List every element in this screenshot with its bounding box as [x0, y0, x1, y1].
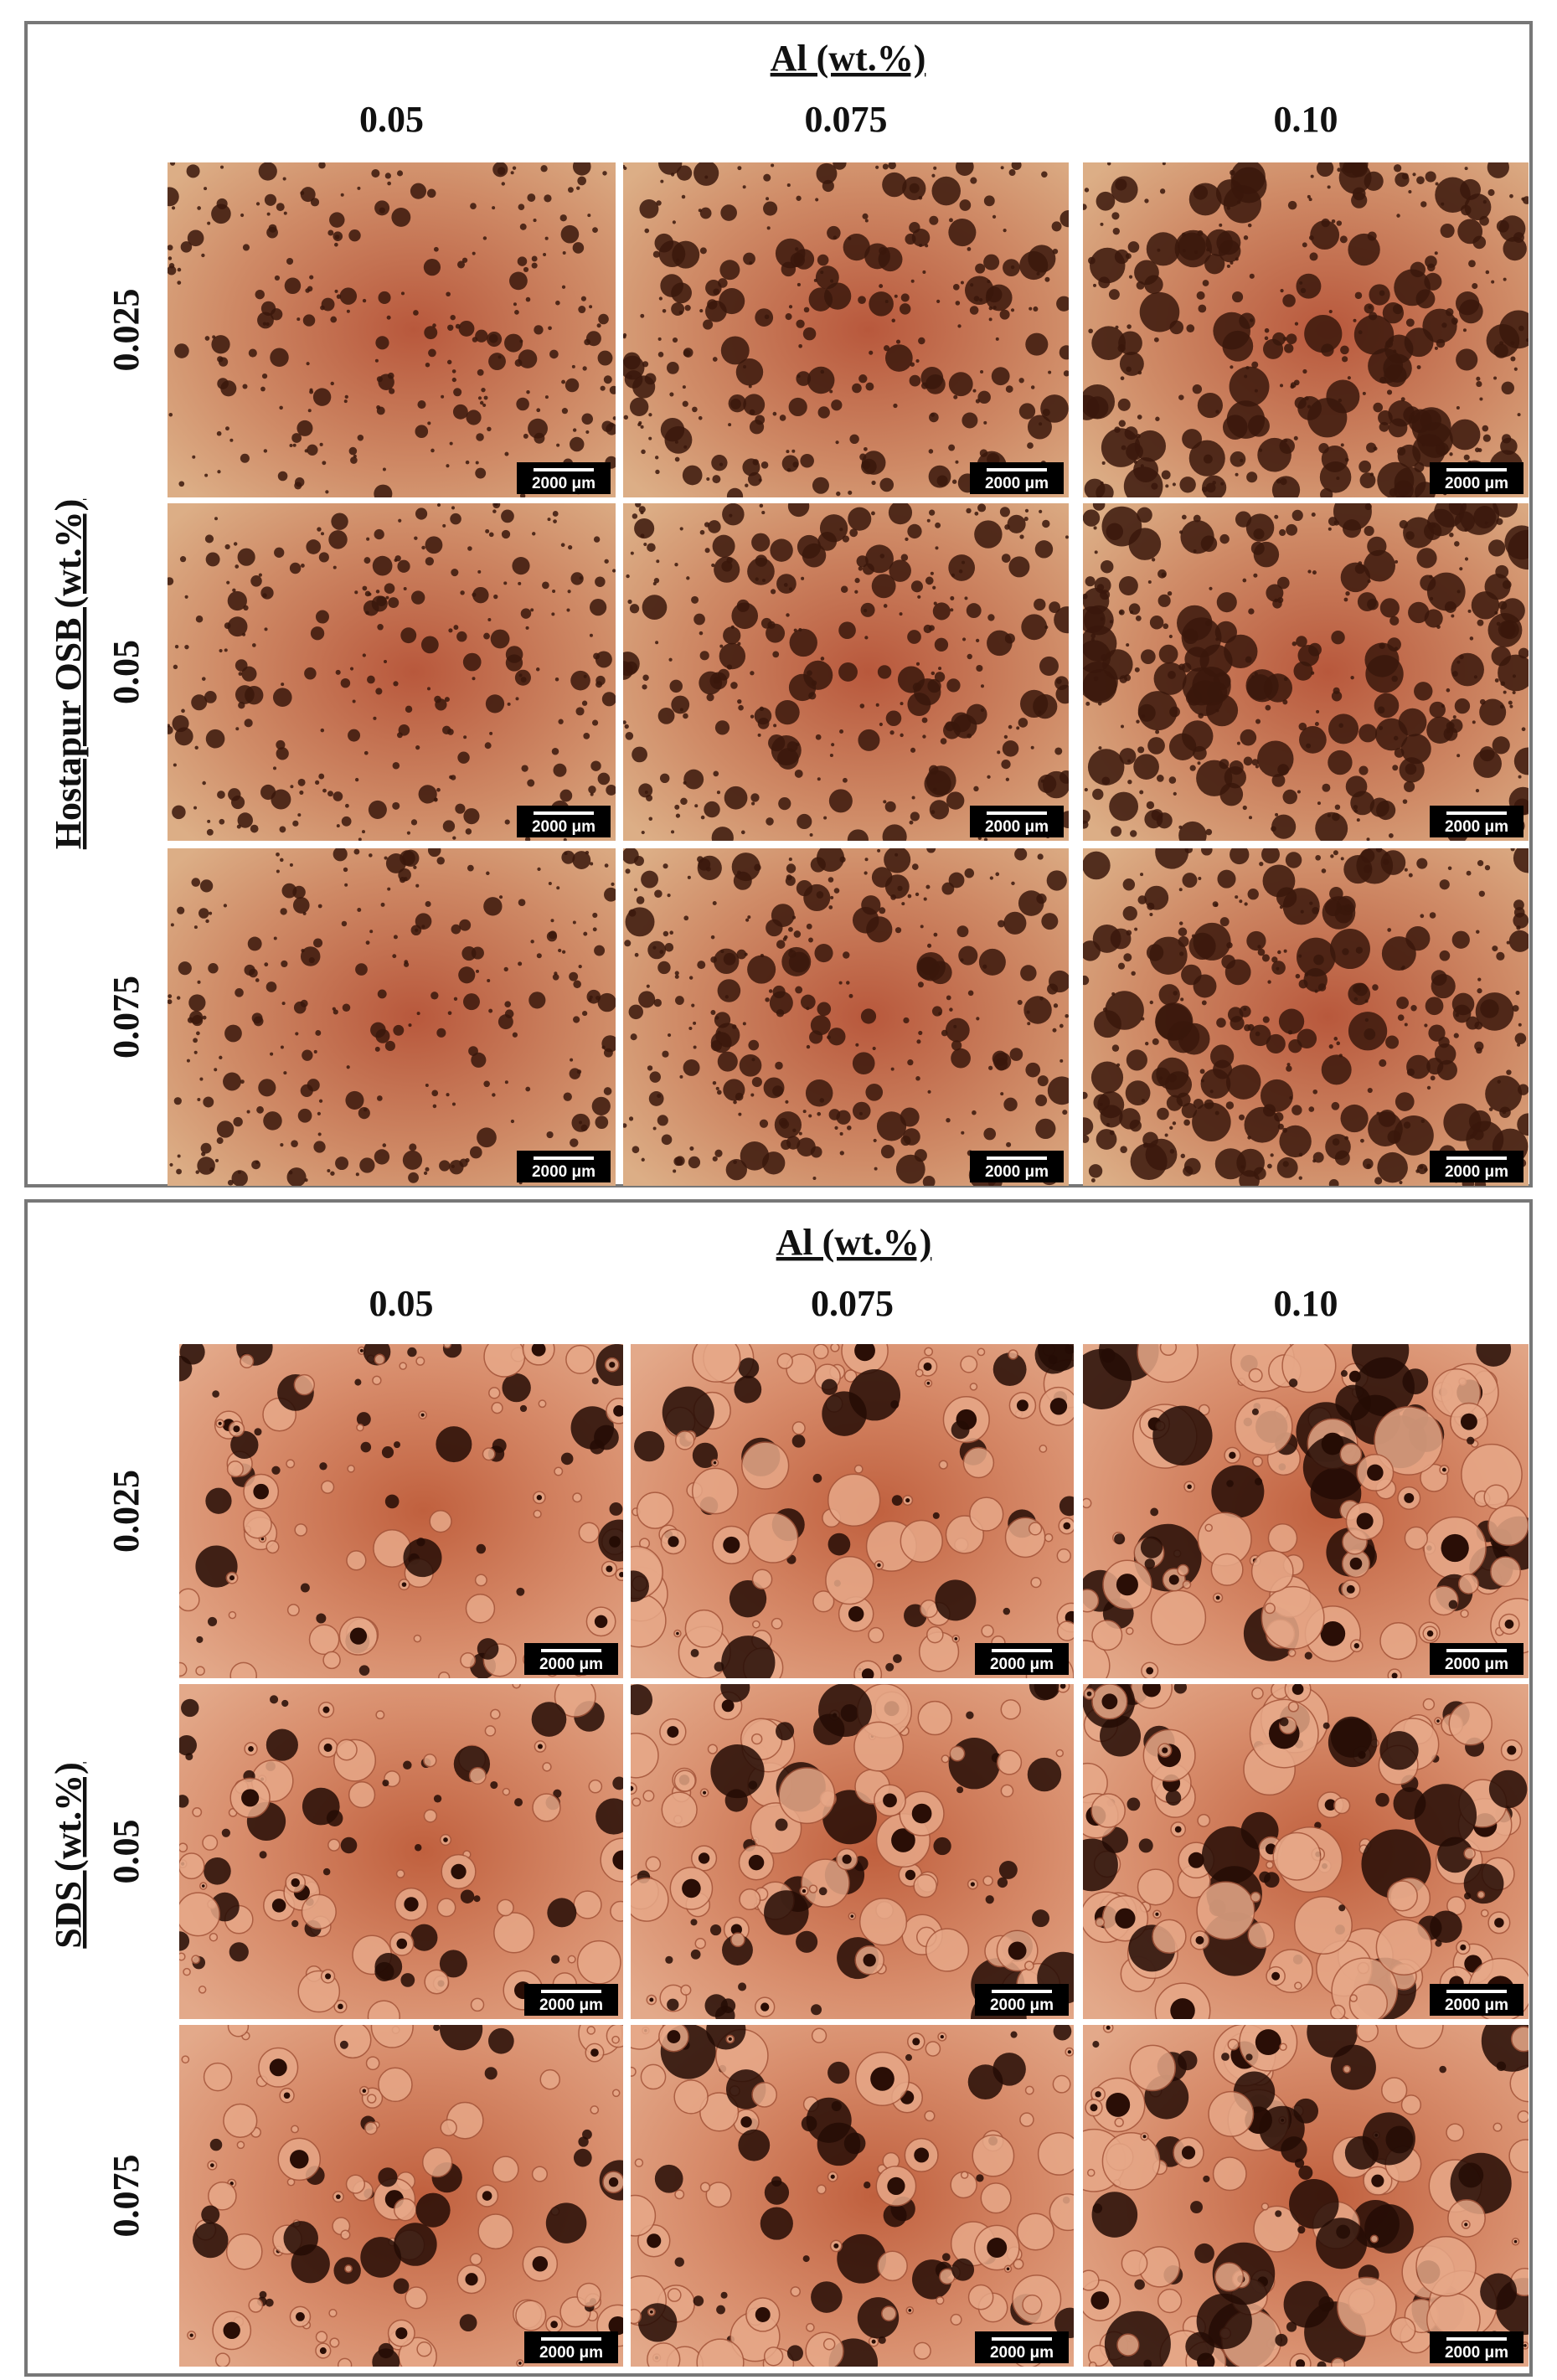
scale-bar-box: [970, 1151, 1064, 1182]
scale-bar-label: 2000 μm: [985, 818, 1049, 836]
scale-bar-label: 2000 μm: [1445, 818, 1508, 836]
micrograph: 2000 μm: [1083, 2025, 1529, 2367]
scale-bar-label: 2000 μm: [1445, 475, 1508, 492]
scale-bar-label: 2000 μm: [532, 818, 595, 836]
column-label: 0.10: [1274, 1283, 1338, 1324]
scale-bar-box: [517, 1151, 611, 1182]
scale-bar-label: 2000 μm: [539, 2344, 603, 2362]
micrograph: 2000 μm: [179, 1344, 623, 1678]
micrograph: 2000 μm: [631, 2025, 1074, 2367]
row-label: 0.05: [106, 640, 147, 704]
scale-bar-box: [1430, 1151, 1523, 1182]
scale-bar-label: 2000 μm: [1445, 1996, 1508, 2014]
panel: Al (wt.%) Hostapur OSB (wt.%) 0.05 0.075 0.1…: [24, 21, 1533, 1187]
column-axis-label: Al (wt.%): [776, 1222, 932, 1263]
scale-bar-box: [1430, 1984, 1523, 2016]
micrograph: 2000 μm: [1083, 848, 1529, 1186]
scale-bar-box: [524, 1643, 618, 1675]
micrograph: 2000 μm: [179, 1684, 623, 2019]
scale-bar-label: 2000 μm: [532, 1163, 595, 1181]
scale-bar-label: 2000 μm: [539, 1996, 603, 2014]
scale-bar-box: [1430, 806, 1523, 837]
micrograph: 2000 μm: [1083, 503, 1529, 841]
scale-bar-label: 2000 μm: [1445, 1163, 1508, 1181]
micrograph: 2000 μm: [168, 162, 616, 497]
panel-border: [24, 1199, 1533, 2377]
scale-bar-label: 2000 μm: [1445, 1656, 1508, 1673]
scale-bar-box: [975, 1984, 1069, 2016]
micrograph: 2000 μm: [623, 503, 1069, 841]
scale-bar-label: 2000 μm: [539, 1656, 603, 1673]
micrograph: 2000 μm: [1083, 162, 1529, 497]
scale-bar-box: [975, 2331, 1069, 2363]
scale-bar-box: [1430, 462, 1523, 494]
scale-bar-label: 2000 μm: [1445, 2344, 1508, 2362]
row-label: 0.025: [106, 289, 147, 372]
micrograph: 2000 μm: [631, 1684, 1074, 2019]
scale-bar-box: [970, 462, 1064, 494]
micrograph: 2000 μm: [1083, 1344, 1529, 1678]
column-label: 0.075: [805, 99, 888, 140]
scale-bar-box: [1430, 2331, 1523, 2363]
scale-bar-label: 2000 μm: [990, 1656, 1054, 1673]
column-label: 0.10: [1274, 99, 1338, 140]
micrograph: 2000 μm: [1083, 1684, 1529, 2019]
panel: Al (wt.%) SDS (wt.%) 0.05 0.075 0.10 0.025 200…: [24, 1199, 1533, 2377]
scale-bar-label: 2000 μm: [990, 2344, 1054, 2362]
column-label: 0.05: [369, 1283, 434, 1324]
row-axis-label: Hostapur OSB (wt.%): [48, 499, 89, 849]
row-label: 0.05: [106, 1820, 147, 1884]
scale-bar-box: [970, 806, 1064, 837]
scale-bar-box: [524, 2331, 618, 2363]
scale-bar-label: 2000 μm: [985, 1163, 1049, 1181]
column-axis-label: Al (wt.%): [771, 38, 926, 79]
scale-bar-box: [517, 806, 611, 837]
row-label: 0.025: [106, 1470, 147, 1553]
column-label: 0.05: [359, 99, 424, 140]
micrograph: 2000 μm: [168, 848, 616, 1186]
column-label: 0.075: [811, 1283, 894, 1324]
row-label: 0.075: [106, 976, 147, 1059]
micrograph: 2000 μm: [623, 162, 1069, 497]
scale-bar-label: 2000 μm: [985, 475, 1049, 492]
scale-bar-label: 2000 μm: [532, 475, 595, 492]
micrograph: 2000 μm: [623, 848, 1069, 1186]
row-label: 0.075: [106, 2155, 147, 2238]
micrograph: 2000 μm: [168, 503, 616, 841]
scale-bar-box: [1430, 1643, 1523, 1675]
micrograph: 2000 μm: [631, 1344, 1074, 1678]
scale-bar-box: [517, 462, 611, 494]
scale-bar-label: 2000 μm: [990, 1996, 1054, 2014]
scale-bar-box: [524, 1984, 618, 2016]
scale-bar-box: [975, 1643, 1069, 1675]
row-axis-label: SDS (wt.%): [48, 1762, 89, 1948]
micrograph: 2000 μm: [179, 2025, 623, 2367]
